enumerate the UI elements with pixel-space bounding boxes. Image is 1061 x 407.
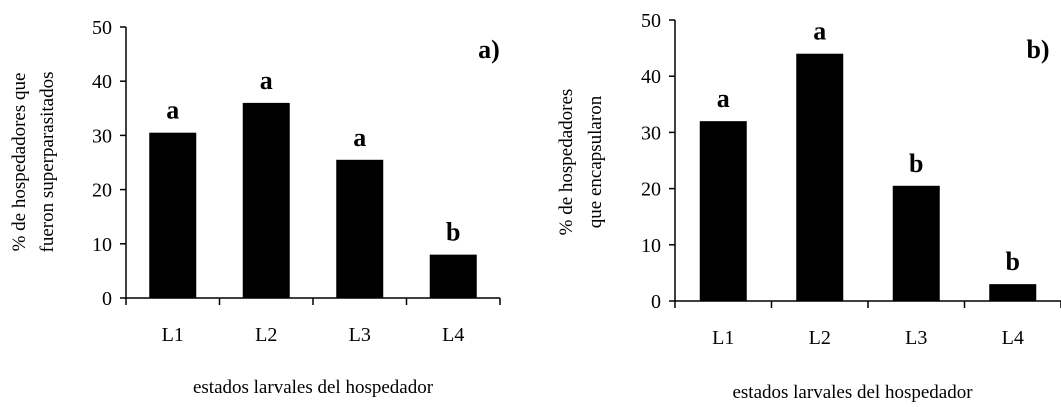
x-axis-title: estados larvales del hospedador	[193, 377, 434, 398]
bar-L2	[242, 102, 290, 298]
x-tick-label: L2	[809, 327, 831, 349]
y-axis-title-line: % de hospedadores	[556, 89, 577, 236]
y-tick-label: 20	[92, 180, 112, 202]
y-axis-title-line: % de hospedadores que	[9, 73, 30, 252]
y-tick-label: 40	[92, 71, 112, 93]
y-tick-label: 20	[641, 179, 661, 201]
significance-label: a	[260, 66, 273, 95]
chart-panel-1: 0 10 20 30 40 50 L1 a L2 a L3 a L4 b a) estados larvale…	[9, 17, 501, 398]
x-tick-label: L1	[162, 324, 184, 346]
y-tick-label: 0	[102, 288, 112, 310]
x-tick-label: L3	[905, 327, 927, 349]
significance-label: b	[909, 149, 923, 178]
y-tick-label: 40	[641, 66, 661, 88]
bar-L3	[336, 159, 384, 298]
significance-label: a	[166, 96, 179, 125]
significance-label: a	[717, 84, 730, 113]
chart-panel-2: 0 10 20 30 40 50 L1 a L2 a L3 b L4 b b) estados larvale…	[556, 10, 1061, 403]
y-tick-label: 10	[641, 235, 661, 257]
y-tick-label: 10	[92, 234, 112, 256]
y-tick-label: 0	[651, 291, 661, 313]
y-tick-label: 50	[641, 10, 661, 32]
significance-label: a	[353, 123, 366, 152]
y-tick-label: 50	[92, 17, 112, 39]
y-axis-title-line: fueron superparasitados	[37, 72, 58, 253]
bar-L4	[429, 254, 477, 298]
significance-label: b	[1006, 247, 1020, 276]
x-tick-label: L3	[349, 324, 371, 346]
panel-label: a)	[478, 35, 500, 64]
x-tick-label: L4	[442, 324, 464, 346]
y-tick-label: 30	[641, 122, 661, 144]
bar-L1	[699, 121, 747, 301]
bar-L1	[149, 132, 197, 298]
bar-L4	[989, 284, 1037, 301]
panel-label: b)	[1026, 35, 1049, 64]
x-tick-label: L2	[255, 324, 277, 346]
bar-L2	[796, 53, 844, 301]
y-tick-label: 30	[92, 125, 112, 147]
x-axis-title: estados larvales del hospedador	[732, 382, 973, 403]
bar-L3	[892, 185, 940, 301]
significance-label: b	[446, 218, 460, 247]
significance-label: a	[813, 17, 826, 46]
y-axis-title-line: que encapsularon	[585, 95, 606, 228]
x-tick-label: L4	[1002, 327, 1024, 349]
x-tick-label: L1	[712, 327, 734, 349]
